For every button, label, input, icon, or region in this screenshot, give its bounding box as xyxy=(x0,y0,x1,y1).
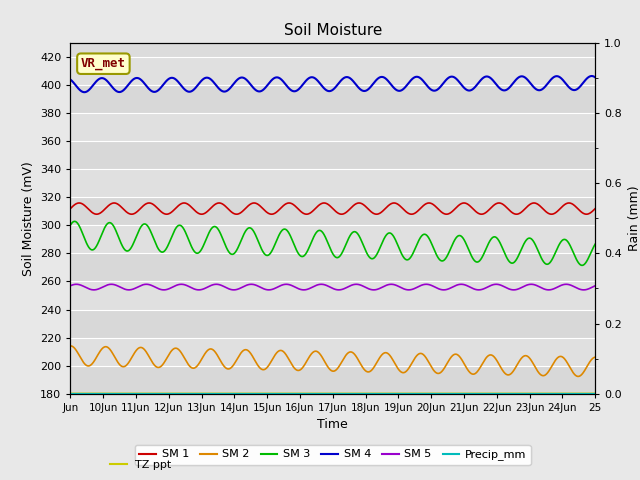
Line: SM 2: SM 2 xyxy=(70,346,595,376)
Bar xyxy=(70,337,595,366)
Precip_mm xyxy=(308,391,316,396)
SM 3 xyxy=(576,262,584,267)
SM 3 xyxy=(322,235,330,241)
SM 2 xyxy=(591,354,599,360)
SM 5 xyxy=(480,286,488,291)
SM 1 xyxy=(591,206,599,212)
SM 2 xyxy=(67,343,74,349)
SM 5 xyxy=(67,283,74,288)
Bar xyxy=(70,310,595,337)
SM 1 xyxy=(425,200,433,206)
SM 1 xyxy=(322,200,330,206)
SM 5 xyxy=(440,287,447,293)
TZ ppt xyxy=(322,391,330,396)
Bar xyxy=(70,169,595,197)
SM 3 xyxy=(93,241,101,247)
Line: SM 4: SM 4 xyxy=(70,76,595,92)
SM 2 xyxy=(67,343,74,349)
TZ ppt xyxy=(308,391,316,396)
SM 2 xyxy=(480,358,488,364)
SM 5 xyxy=(591,283,599,288)
SM 4 xyxy=(576,84,584,90)
Precip_mm xyxy=(591,391,599,396)
SM 2 xyxy=(574,373,582,379)
Bar xyxy=(70,281,595,310)
SM 2 xyxy=(308,350,316,356)
TZ ppt xyxy=(480,391,488,396)
Line: SM 3: SM 3 xyxy=(70,221,595,265)
TZ ppt xyxy=(591,391,599,396)
Y-axis label: Soil Moisture (mV): Soil Moisture (mV) xyxy=(22,161,35,276)
SM 1 xyxy=(308,209,316,215)
SM 5 xyxy=(322,282,330,288)
TZ ppt xyxy=(93,391,101,396)
SM 1 xyxy=(93,211,101,217)
SM 4 xyxy=(81,89,88,95)
SM 1 xyxy=(577,208,584,214)
SM 1 xyxy=(67,206,74,212)
Precip_mm xyxy=(576,391,584,396)
Bar xyxy=(70,57,595,85)
SM 1 xyxy=(480,211,488,216)
Line: SM 5: SM 5 xyxy=(70,284,595,290)
Text: VR_met: VR_met xyxy=(81,57,126,70)
SM 2 xyxy=(577,373,584,379)
SM 4 xyxy=(588,73,596,79)
SM 3 xyxy=(308,238,316,244)
SM 5 xyxy=(308,285,316,290)
Line: SM 1: SM 1 xyxy=(70,203,595,214)
SM 3 xyxy=(577,262,584,267)
Bar xyxy=(70,113,595,141)
TZ ppt xyxy=(576,391,584,396)
Precip_mm xyxy=(322,391,330,396)
Bar xyxy=(70,141,595,169)
SM 3 xyxy=(480,251,488,256)
Bar xyxy=(70,366,595,394)
Legend: SM 1, SM 2, SM 3, SM 4, SM 5, Precip_mm: SM 1, SM 2, SM 3, SM 4, SM 5, Precip_mm xyxy=(135,445,531,465)
SM 2 xyxy=(322,361,330,367)
SM 3 xyxy=(591,241,599,247)
SM 2 xyxy=(93,353,101,359)
SM 5 xyxy=(93,287,101,292)
SM 4 xyxy=(591,74,599,80)
Bar xyxy=(70,253,595,281)
SM 3 xyxy=(578,263,586,268)
SM 4 xyxy=(67,77,74,83)
TZ ppt xyxy=(576,391,584,396)
SM 2 xyxy=(577,372,584,378)
Bar xyxy=(70,226,595,253)
SM 4 xyxy=(480,74,488,80)
SM 3 xyxy=(67,222,74,228)
X-axis label: Time: Time xyxy=(317,418,348,431)
TZ ppt xyxy=(67,391,74,396)
SM 3 xyxy=(71,218,79,224)
SM 4 xyxy=(322,87,330,93)
Legend: TZ ppt: TZ ppt xyxy=(106,456,176,474)
SM 5 xyxy=(577,287,584,292)
Precip_mm xyxy=(67,391,74,396)
Precip_mm xyxy=(93,391,101,396)
SM 5 xyxy=(577,287,584,292)
SM 4 xyxy=(308,74,316,80)
SM 1 xyxy=(577,208,584,214)
SM 4 xyxy=(577,84,584,89)
SM 5 xyxy=(108,281,115,287)
SM 1 xyxy=(233,211,241,217)
Precip_mm xyxy=(480,391,488,396)
SM 4 xyxy=(93,77,101,83)
Bar xyxy=(70,197,595,226)
Y-axis label: Rain (mm): Rain (mm) xyxy=(628,186,640,251)
Title: Soil Moisture: Soil Moisture xyxy=(284,23,382,38)
Precip_mm xyxy=(576,391,584,396)
Bar xyxy=(70,85,595,113)
